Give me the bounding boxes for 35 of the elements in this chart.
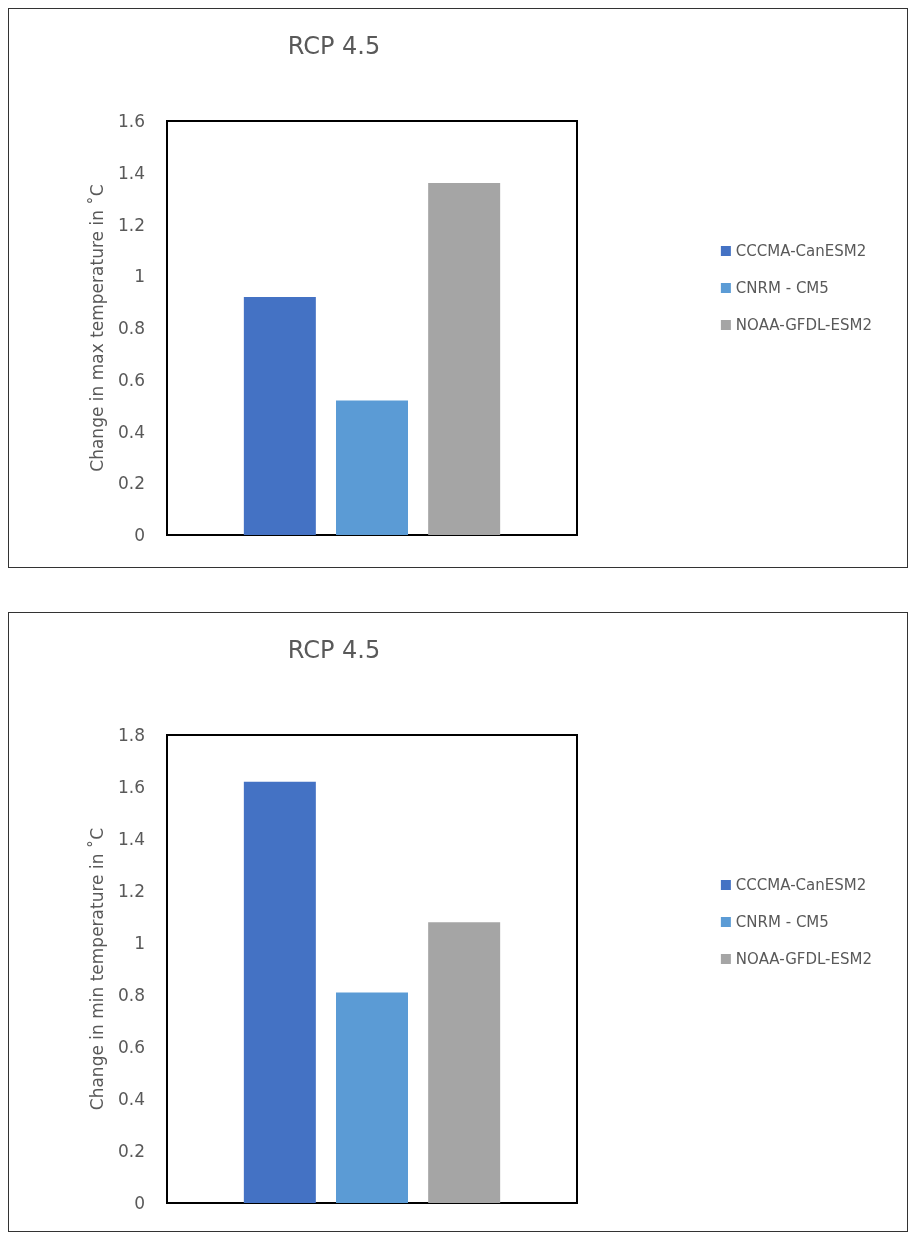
y-tick-label: 0.2: [117, 473, 145, 494]
bar: [336, 400, 408, 535]
y-tick-label: 0.4: [117, 421, 145, 442]
y-axis-title: Change in min temperature in ˚C: [86, 827, 107, 1111]
bar: [243, 296, 316, 535]
y-tick-label: 1.6: [117, 777, 145, 797]
chart-title: RCP 4.5: [287, 32, 381, 60]
y-tick-label: 1: [134, 933, 145, 953]
chart-title: RCP 4.5: [287, 636, 381, 664]
legend-label: CNRM - CM5: [735, 913, 829, 931]
y-tick-label: 1: [134, 266, 145, 287]
y-tick-label: 0.8: [117, 985, 145, 1005]
y-tick-label: 0: [134, 525, 145, 545]
legend-label: CCCMA-CanESM2: [735, 876, 867, 894]
y-tick-label: 1.4: [117, 829, 145, 849]
bar: [336, 992, 408, 1203]
legend-label: CNRM - CM5: [735, 279, 829, 297]
legend-label: NOAA-GFDL-ESM2: [735, 950, 873, 968]
y-tick-label: 0.6: [117, 1037, 145, 1057]
y-tick-label: 1.2: [117, 881, 145, 901]
y-tick-label: 0.6: [117, 369, 145, 390]
bar: [428, 922, 501, 1203]
y-tick-label: 1.2: [117, 214, 145, 235]
y-axis-title: Change in max temperature in ˚C: [86, 184, 107, 472]
y-tick-label: 0.8: [117, 318, 145, 338]
y-tick-label: 1.4: [117, 162, 145, 183]
bar: [428, 183, 501, 535]
legend-label: NOAA-GFDL-ESM2: [735, 316, 873, 334]
legend-label: CCCMA-CanESM2: [735, 242, 867, 260]
y-tick-label: 0: [134, 1193, 145, 1213]
y-tick-label: 1.6: [117, 111, 145, 131]
y-tick-label: 1.8: [117, 725, 145, 745]
y-tick-label: 0.2: [117, 1141, 145, 1161]
bar: [243, 781, 316, 1203]
y-tick-label: 0.4: [117, 1089, 145, 1109]
